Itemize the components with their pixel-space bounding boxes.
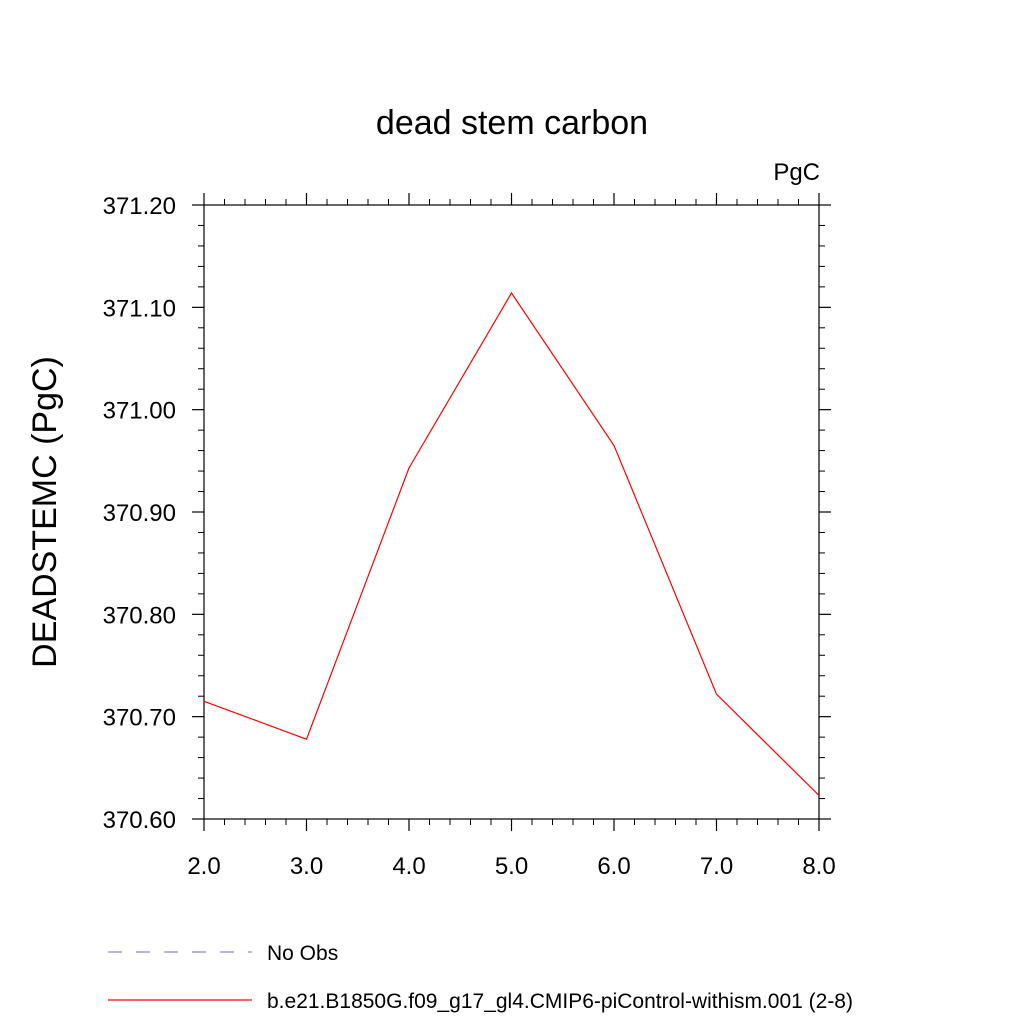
chart-title: dead stem carbon: [376, 104, 648, 142]
x-tick-labels: 2.0 3.0 4.0 5.0 6.0 7.0 8.0: [187, 853, 835, 880]
x-tick-label: 6.0: [597, 853, 630, 880]
y-tick-label: 370.80: [103, 602, 176, 629]
y-axis-label: DEADSTEMC (PgC): [26, 356, 64, 668]
y-tick-labels: 370.60 370.70 370.80 370.90 371.00 371.10 371.…: [103, 193, 176, 834]
axis-ticks: [192, 193, 831, 831]
y-tick-label: 370.60: [103, 807, 176, 834]
y-tick-label: 371.20: [103, 193, 176, 220]
x-tick-label: 3.0: [290, 853, 323, 880]
y-tick-label: 371.00: [103, 398, 176, 425]
x-tick-label: 7.0: [700, 853, 733, 880]
series-layer: [203, 291, 820, 796]
x-tick-label: 2.0: [187, 853, 220, 880]
legend-label: b.e21.B1850G.f09_g17_gl4.CMIP6-piControl…: [267, 990, 853, 1013]
series-line: [203, 291, 820, 796]
y-tick-label: 370.90: [103, 500, 176, 527]
x-tick-label: 5.0: [495, 853, 528, 880]
x-tick-label: 8.0: [802, 853, 835, 880]
y-tick-label: 370.70: [103, 705, 176, 732]
units-label: PgC: [773, 159, 820, 186]
x-tick-label: 4.0: [392, 853, 425, 880]
legend-label: No Obs: [267, 942, 338, 965]
plot-frame: [203, 204, 820, 820]
y-tick-label: 371.10: [103, 295, 176, 322]
legend: No Obs b.e21.B1850G.f09_g17_gl4.CMIP6-piC…: [108, 942, 853, 1013]
